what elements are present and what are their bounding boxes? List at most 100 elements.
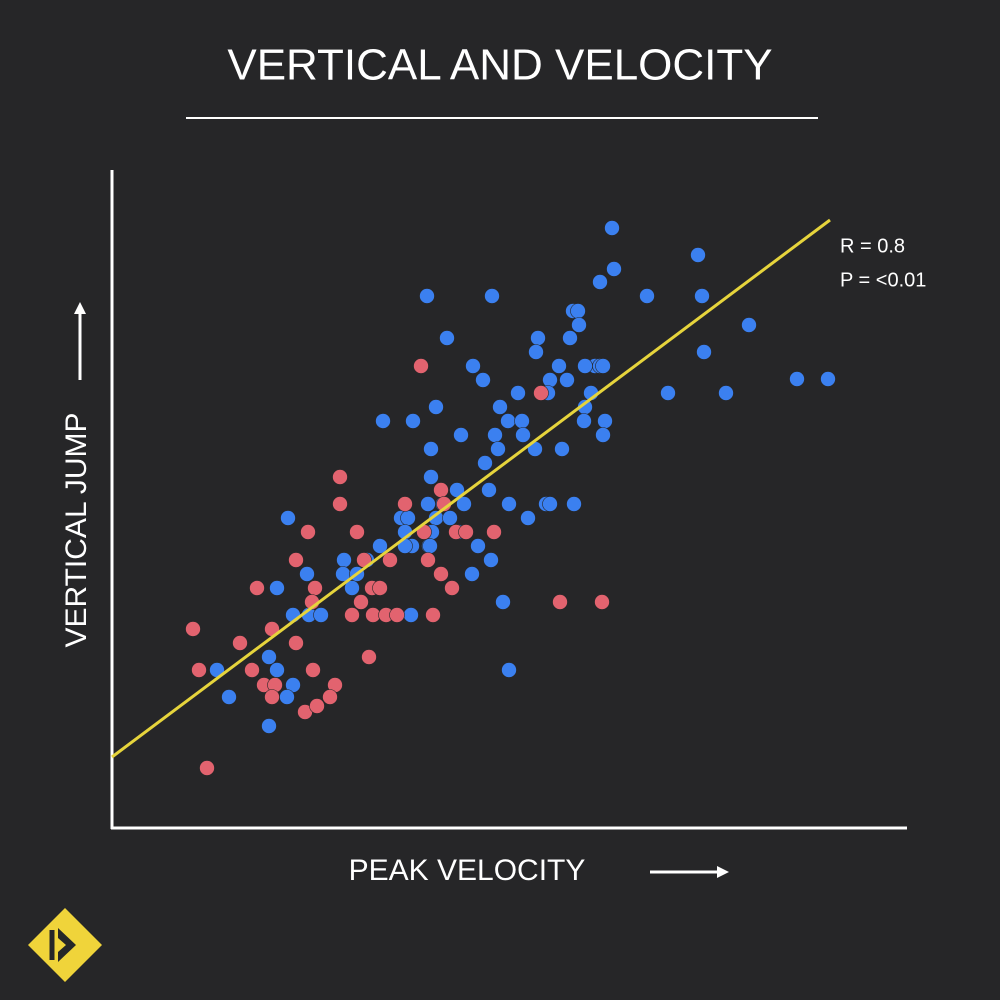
point [533, 385, 549, 401]
y-axis-label: VERTICAL JUMP [60, 412, 93, 647]
point [299, 566, 315, 582]
point [559, 372, 575, 388]
point [475, 372, 491, 388]
point [515, 427, 531, 443]
point [530, 330, 546, 346]
point [595, 427, 611, 443]
point [361, 649, 377, 665]
point [389, 607, 405, 623]
point [444, 580, 460, 596]
point [419, 288, 435, 304]
point [244, 662, 260, 678]
point [789, 371, 805, 387]
point [528, 344, 544, 360]
point [422, 538, 438, 554]
point [595, 358, 611, 374]
point [397, 496, 413, 512]
point [344, 580, 360, 596]
point [413, 358, 429, 374]
point [639, 288, 655, 304]
point [403, 607, 419, 623]
point [232, 635, 248, 651]
point [718, 385, 734, 401]
point [372, 580, 388, 596]
point [606, 261, 622, 277]
point [307, 580, 323, 596]
point [382, 552, 398, 568]
trend-line [111, 218, 831, 759]
point [199, 760, 215, 776]
point [420, 496, 436, 512]
point [501, 662, 517, 678]
point [300, 524, 316, 540]
point [741, 317, 757, 333]
point [280, 510, 296, 526]
point [514, 413, 530, 429]
point [487, 427, 503, 443]
point [423, 441, 439, 457]
point [372, 538, 388, 554]
point [453, 427, 469, 443]
point [552, 594, 568, 610]
point [592, 274, 608, 290]
point [288, 552, 304, 568]
point [520, 510, 536, 526]
point [492, 399, 508, 415]
point [264, 689, 280, 705]
point [696, 344, 712, 360]
logo [28, 908, 102, 982]
point [660, 385, 676, 401]
point [566, 496, 582, 512]
point [353, 594, 369, 610]
point [439, 330, 455, 346]
point [221, 689, 237, 705]
point [433, 566, 449, 582]
point [604, 220, 620, 236]
point [542, 496, 558, 512]
point [269, 662, 285, 678]
point [423, 469, 439, 485]
point [464, 566, 480, 582]
point [690, 247, 706, 263]
point [486, 524, 502, 540]
point [309, 698, 325, 714]
point [562, 330, 578, 346]
point [191, 662, 207, 678]
point [554, 441, 570, 457]
y-arrow-head [74, 302, 86, 314]
point [501, 496, 517, 512]
point [571, 317, 587, 333]
point [510, 385, 526, 401]
point [456, 496, 472, 512]
plot [111, 218, 836, 776]
point [542, 372, 558, 388]
point [305, 662, 321, 678]
point [594, 594, 610, 610]
point [336, 552, 352, 568]
point [597, 413, 613, 429]
point [322, 689, 338, 705]
point [500, 413, 516, 429]
point [349, 524, 365, 540]
point [332, 496, 348, 512]
point [481, 482, 497, 498]
point [551, 358, 567, 374]
point [288, 635, 304, 651]
point [577, 358, 593, 374]
annotation: R = 0.8 [840, 235, 905, 257]
chart-title: VERTICAL AND VELOCITY [227, 41, 772, 90]
point [428, 399, 444, 415]
point [694, 288, 710, 304]
point [269, 580, 285, 596]
point [484, 288, 500, 304]
point [465, 358, 481, 374]
annotation: P = <0.01 [840, 269, 926, 291]
point [425, 607, 441, 623]
point [375, 413, 391, 429]
point [820, 371, 836, 387]
point [495, 594, 511, 610]
point [400, 510, 416, 526]
point [261, 649, 277, 665]
